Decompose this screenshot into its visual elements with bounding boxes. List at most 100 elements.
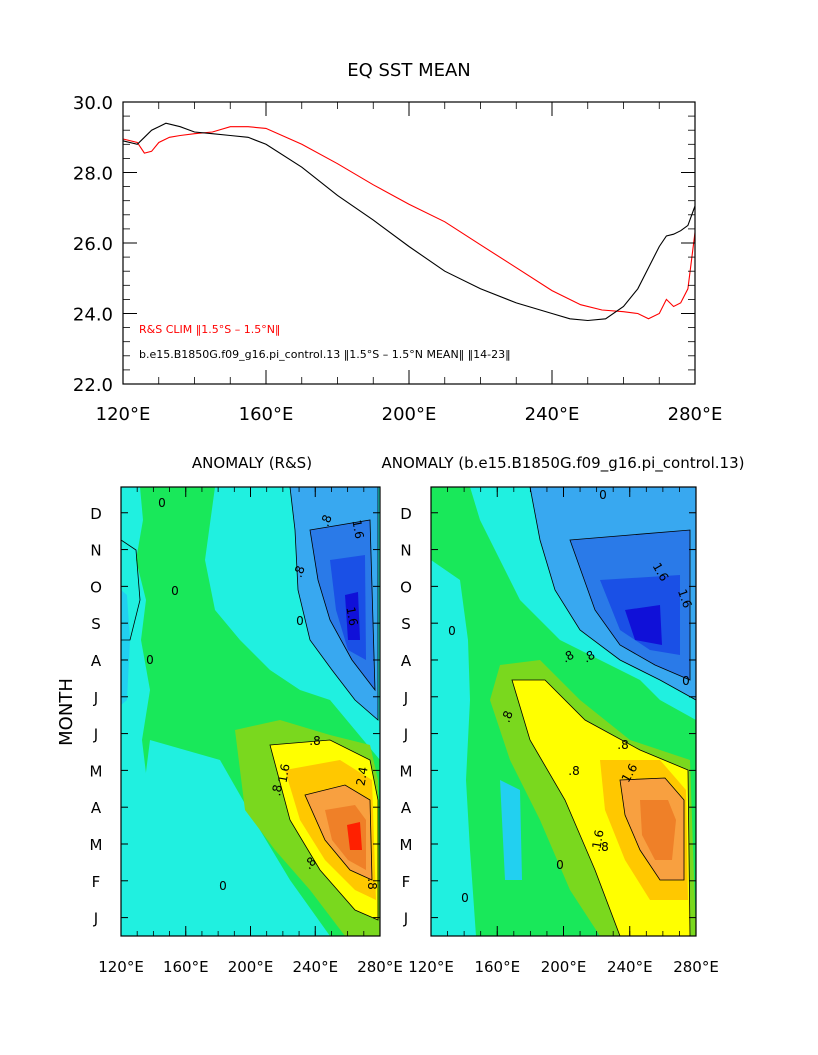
x-tick-label: 280°E (668, 404, 723, 425)
cold-fill-east-core (345, 592, 360, 640)
month-tick-label: J (403, 689, 408, 707)
warm-fill-core (640, 800, 676, 860)
contour-line (121, 539, 141, 641)
contour-label: 0 (682, 674, 690, 688)
left-contour-field (121, 487, 380, 936)
month-tick-label: M (90, 762, 103, 780)
x-tick-label: 200°E (541, 958, 587, 976)
contour-line (269, 739, 379, 921)
x-tick-label: 120°E (408, 958, 454, 976)
month-tick-label: A (91, 652, 102, 670)
contour-label: .8 (318, 513, 335, 529)
y-tick-label: 28.0 (73, 164, 113, 185)
contour-label: .8 (499, 709, 516, 725)
month-tick-label: J (93, 689, 98, 707)
contour-label: .8 (309, 734, 320, 748)
cold-fill-west (121, 487, 150, 936)
month-tick-label: J (403, 726, 408, 744)
top-series-group (122, 122, 696, 322)
month-tick-label: F (402, 873, 411, 891)
x-tick-label: 120°E (96, 404, 151, 425)
x-tick-label: 240°E (607, 958, 653, 976)
contour-label: 1.6 (276, 763, 293, 784)
contour-label: 0 (158, 496, 166, 510)
month-tick-label: D (400, 505, 412, 523)
contour-label: 1.6 (349, 519, 366, 540)
month-tick-label: J (93, 726, 98, 744)
month-tick-label: O (400, 578, 412, 596)
contour-label: 0 (461, 891, 469, 905)
contour-label: 0 (219, 879, 227, 893)
top-chart-title: EQ SST MEAN (347, 60, 471, 81)
contour-label: 1.6 (343, 606, 360, 627)
right-contour-field (431, 487, 696, 936)
month-tick-label: J (403, 910, 408, 928)
month-tick-label: S (401, 615, 411, 633)
top-plot-frame (122, 101, 696, 385)
anomaly-panel-rs: ANOMALY (R&S) 0 0 0 0 .8 .8 (56, 454, 403, 976)
y-tick-label: 22.0 (73, 375, 113, 396)
contour-label: .8 (597, 840, 608, 854)
top-axes: 22.0 24.0 26.0 28.0 30.0 120°E 160°E 200°E 240°E… (73, 93, 722, 425)
x-tick-label: 120°E (98, 958, 144, 976)
warm-fill-5 (325, 805, 366, 870)
contour-label: 0 (448, 624, 456, 638)
month-tick-label: N (90, 542, 101, 560)
month-tick-label: A (91, 799, 102, 817)
x-tick-label: 240°E (292, 958, 338, 976)
month-tick-label: A (401, 652, 412, 670)
contour-line (619, 777, 685, 881)
series-line-rs (122, 126, 696, 320)
month-tick-label: A (401, 799, 412, 817)
top-line-chart: EQ SST MEAN 22.0 24.0 26.0 28.0 30.0 120°E 160… (73, 60, 722, 425)
x-tick-label: 240°E (525, 404, 580, 425)
month-tick-label: F (92, 873, 101, 891)
x-tick-label: 200°E (382, 404, 437, 425)
contour-label: 1.6 (675, 587, 695, 610)
cold-fill-east-core (625, 605, 662, 645)
month-tick-label: M (90, 836, 103, 854)
series-line-model (122, 122, 696, 322)
month-tick-label: D (90, 505, 102, 523)
contour-label: .8 (365, 878, 379, 889)
right-panel-title: ANOMALY (b.e15.B1850G.f09_g16.pi_control… (381, 454, 744, 473)
legend-entry-model: b.e15.B1850G.f09_g16.pi_control.13 ‖1.5°… (139, 348, 511, 361)
contour-label: .8 (617, 738, 628, 752)
x-tick-label: 280°E (357, 958, 403, 976)
contour-line (304, 784, 373, 881)
contour-label: 0 (599, 488, 607, 502)
contour-label: 0 (296, 614, 304, 628)
x-tick-label: 160°E (163, 958, 209, 976)
cold-fill-west-deep (121, 590, 130, 705)
left-panel-title: ANOMALY (R&S) (192, 454, 312, 472)
contour-label: 0 (146, 653, 154, 667)
contour-label: .8 (269, 783, 285, 797)
month-tick-label: O (90, 578, 102, 596)
x-tick-label: 160°E (474, 958, 520, 976)
month-tick-label: J (93, 910, 98, 928)
x-tick-label: 160°E (239, 404, 294, 425)
month-tick-label: M (400, 836, 413, 854)
y-tick-label: 24.0 (73, 305, 113, 326)
warm-fill-core (347, 822, 362, 850)
contour-label: 1.6 (590, 829, 607, 850)
legend-entry-rs: R&S CLIM ‖1.5°S – 1.5°N‖ (139, 323, 280, 336)
x-tick-label: 200°E (228, 958, 274, 976)
month-tick-label: M (400, 762, 413, 780)
contour-label: 0 (171, 584, 179, 598)
contour-label: 2.4 (354, 766, 371, 787)
cold-fill-blob (500, 780, 522, 880)
contour-line (289, 487, 379, 721)
anomaly-panel-model: ANOMALY (b.e15.B1850G.f09_g16.pi_control… (381, 454, 744, 976)
month-tick-label: N (400, 542, 411, 560)
y-tick-label: 26.0 (73, 234, 113, 255)
contour-label: .8 (568, 764, 579, 778)
y-tick-label: 30.0 (73, 93, 113, 114)
cold-fill-west (431, 560, 476, 936)
month-axis-label: MONTH (56, 678, 77, 746)
contour-line (309, 519, 376, 692)
